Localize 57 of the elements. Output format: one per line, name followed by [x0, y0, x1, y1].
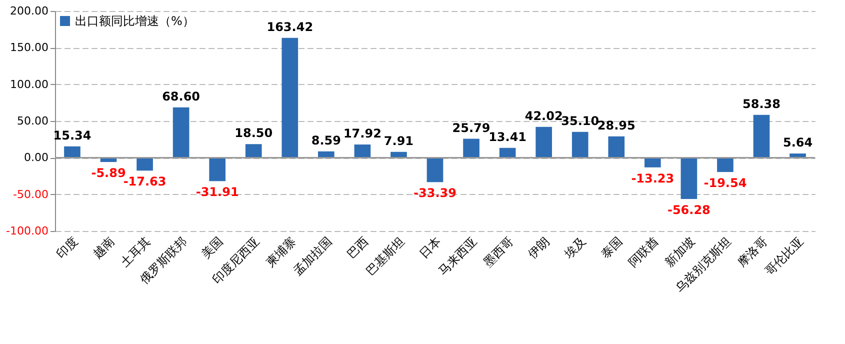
bar: [245, 144, 262, 158]
bar: [572, 132, 588, 158]
text: 68.60: [162, 89, 200, 104]
text: -5.89: [91, 166, 126, 180]
bar: [426, 158, 444, 182]
x-tick-label: 墨西哥: [480, 234, 516, 270]
text: -56.28: [667, 202, 710, 217]
y-tick-label: 100.00: [10, 78, 48, 91]
y-tick-label: 0.00: [24, 151, 48, 164]
x-tick-label: 泰国: [598, 234, 625, 261]
y-tick-label: 50.00: [17, 114, 48, 128]
bar: [608, 136, 625, 158]
text: 163.42: [266, 20, 314, 34]
text: 15.34: [53, 128, 92, 142]
legend-label: 出口额同比增速（%）: [75, 14, 194, 28]
bar: [463, 138, 480, 158]
text: -31.91: [196, 185, 239, 200]
text: 13.41: [488, 130, 527, 144]
bar: [644, 158, 661, 168]
x-tick-label: 印度: [54, 234, 81, 261]
bar: [536, 126, 552, 158]
x-tick-label: 巴西: [344, 234, 371, 261]
y-tick-label: -50.00: [13, 188, 48, 201]
x-tick-label: 埃及: [561, 234, 589, 262]
x-tick-label: 越南: [90, 234, 117, 261]
bar: [172, 107, 190, 158]
text: -17.63: [123, 174, 166, 189]
x-tick-label: 伊朗: [525, 234, 552, 261]
text: 5.64: [782, 136, 813, 150]
text: 42.02: [524, 108, 563, 123]
text: 58.38: [742, 96, 780, 111]
text: 17.92: [343, 126, 382, 141]
bar: [717, 158, 734, 172]
y-tick-label: 200.00: [10, 4, 48, 18]
bar: [753, 114, 770, 158]
y-tick-label: 150.00: [10, 41, 48, 54]
y-tick-label: -100.00: [6, 224, 48, 238]
bar: [680, 158, 698, 199]
text: 8.59: [311, 133, 341, 148]
text: 25.79: [452, 120, 490, 135]
bar: [64, 146, 80, 158]
bar: [282, 38, 298, 158]
x-tick-label: 日本: [416, 234, 444, 261]
text: -13.23: [631, 171, 674, 186]
bar: [209, 158, 226, 182]
bar: [354, 144, 371, 158]
x-tick-label: 阿联酋: [626, 234, 662, 270]
text: 18.50: [234, 126, 273, 140]
text: -19.54: [704, 176, 747, 190]
text: 28.95: [597, 118, 636, 132]
bar: [499, 148, 516, 158]
bar: [136, 158, 153, 171]
x-tick-label: 美国: [198, 234, 226, 261]
text: -33.39: [414, 186, 456, 200]
text: 35.10: [561, 114, 600, 128]
text: 7.91: [384, 134, 414, 148]
bar: [100, 158, 117, 162]
